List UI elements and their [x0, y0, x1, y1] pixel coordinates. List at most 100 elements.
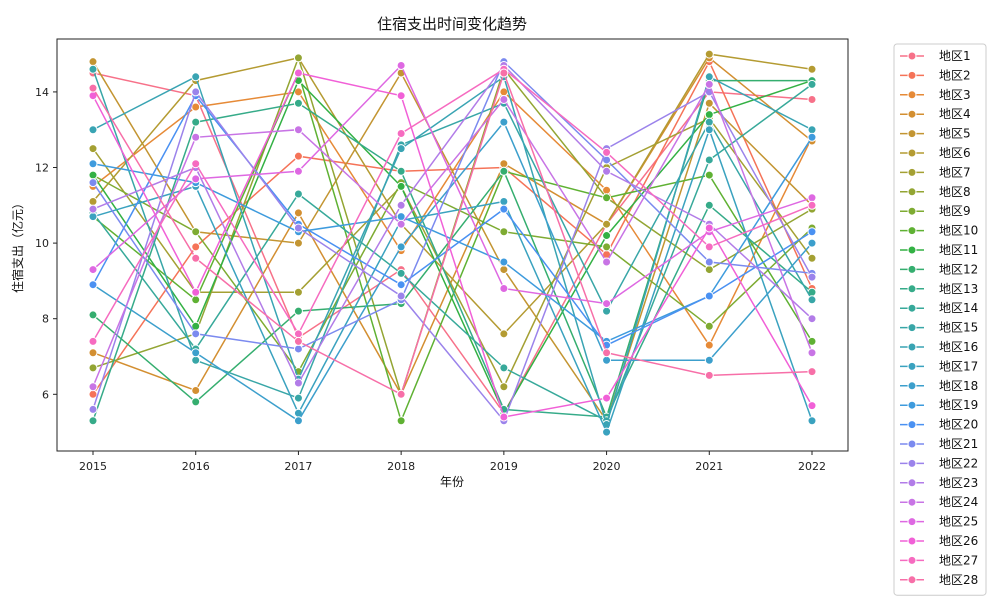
x-tick-label: 2021: [695, 460, 723, 473]
legend-label: 地区7: [939, 165, 971, 179]
data-point: [499, 159, 509, 169]
data-point: [499, 197, 509, 207]
legend-label: 地区9: [939, 204, 971, 218]
data-point: [807, 367, 817, 377]
legend-label: 地区22: [939, 456, 978, 470]
series-line: [92, 94, 813, 347]
data-point: [88, 204, 98, 214]
y-tick-label: 12: [35, 162, 49, 175]
data-point: [602, 257, 612, 267]
data-point: [88, 212, 98, 222]
x-tick-label: 2017: [284, 460, 312, 473]
data-point: [88, 348, 98, 358]
data-point: [88, 197, 98, 207]
data-point: [704, 117, 714, 127]
data-point: [293, 238, 303, 248]
series-26: [88, 68, 817, 422]
data-point: [499, 87, 509, 97]
series-line: [92, 90, 813, 423]
x-tick-label: 2022: [798, 460, 826, 473]
legend-item: 地区25: [900, 515, 978, 529]
series-13: [88, 98, 817, 426]
legend-swatch-marker: [907, 303, 917, 313]
legend-label: 地区15: [939, 321, 978, 335]
series-line: [92, 68, 813, 342]
legend-label: 地区25: [939, 515, 978, 529]
legend-item: 地区16: [900, 340, 978, 354]
legend-item: 地区1: [900, 49, 971, 63]
data-point: [807, 200, 817, 210]
data-point: [88, 57, 98, 67]
series-28: [88, 68, 817, 399]
data-point: [602, 193, 612, 203]
legend-swatch-marker: [907, 458, 917, 468]
data-point: [499, 363, 509, 373]
legend-swatch-marker: [907, 342, 917, 352]
data-point: [293, 98, 303, 108]
data-point: [191, 397, 201, 407]
legend-item: 地区8: [900, 185, 971, 199]
data-point: [88, 159, 98, 169]
legend-item: 地区2: [900, 68, 971, 82]
data-point: [499, 412, 509, 422]
series-21: [88, 57, 817, 354]
data-point: [704, 155, 714, 165]
legend-item: 地区24: [900, 495, 978, 509]
data-point: [704, 291, 714, 301]
data-point: [499, 94, 509, 104]
legend-label: 地区10: [939, 224, 978, 238]
data-point: [807, 314, 817, 324]
legend-swatch-marker: [907, 381, 917, 391]
data-point: [191, 132, 201, 142]
data-point: [293, 306, 303, 316]
data-point: [396, 416, 406, 426]
data-point: [191, 386, 201, 396]
series-22: [88, 87, 817, 426]
legend-label: 地区21: [939, 437, 978, 451]
legend-item: 地区5: [900, 127, 971, 141]
legend-label: 地区16: [939, 340, 978, 354]
legend-label: 地区11: [939, 243, 978, 257]
series-line: [92, 68, 813, 400]
series-line: [92, 60, 813, 350]
legend-item: 地区22: [900, 456, 978, 470]
series-line: [92, 72, 813, 418]
legend-label: 地区17: [939, 359, 978, 373]
data-point: [499, 204, 509, 214]
legend-swatch-marker: [907, 536, 917, 546]
series-line: [92, 64, 813, 385]
data-point: [191, 174, 201, 184]
legend-item: 地区27: [900, 553, 978, 567]
legend-swatch-marker: [907, 555, 917, 565]
x-tick-label: 2016: [182, 460, 210, 473]
data-point: [293, 125, 303, 135]
data-point: [602, 219, 612, 229]
legend-swatch-marker: [907, 420, 917, 430]
data-point: [88, 363, 98, 373]
data-point: [704, 340, 714, 350]
data-point: [704, 79, 714, 89]
series-line: [92, 75, 813, 428]
data-point: [704, 321, 714, 331]
data-point: [88, 125, 98, 135]
legend-swatch-marker: [907, 439, 917, 449]
data-point: [396, 181, 406, 191]
legend-label: 地区27: [939, 553, 978, 567]
data-point: [704, 355, 714, 365]
series-23: [88, 60, 817, 388]
legend-label: 地区19: [939, 398, 978, 412]
data-point: [191, 87, 201, 97]
legend-label: 地区8: [939, 185, 971, 199]
data-point: [293, 189, 303, 199]
legend-item: 地区17: [900, 359, 978, 373]
series-line: [92, 83, 813, 422]
data-point: [293, 378, 303, 388]
data-point: [807, 416, 817, 426]
data-point: [602, 306, 612, 316]
data-point: [88, 404, 98, 414]
data-point: [191, 227, 201, 237]
data-point: [499, 68, 509, 78]
data-point: [191, 348, 201, 358]
data-point: [807, 125, 817, 135]
data-point: [396, 200, 406, 210]
